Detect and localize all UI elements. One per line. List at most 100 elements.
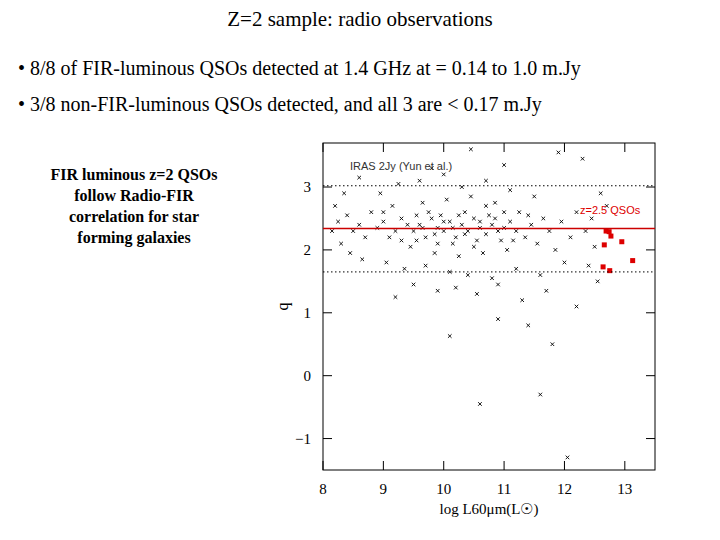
y-tick-label: 0: [304, 368, 312, 384]
iras-point: [388, 236, 392, 240]
iras-point: [514, 267, 518, 271]
iras-point: [584, 229, 588, 233]
iras-point: [484, 204, 488, 208]
x-tick: [383, 461, 384, 470]
iras-point: [496, 317, 500, 321]
plot-frame: [323, 143, 655, 470]
iras-point: [342, 192, 346, 196]
x-tick: [624, 461, 625, 470]
y-label: q: [274, 303, 292, 311]
iras-point: [499, 239, 503, 243]
iras-point: [442, 229, 446, 233]
x-tick-top: [383, 143, 384, 152]
x-tick: [564, 461, 565, 470]
iras-point: [590, 217, 594, 221]
iras-point: [451, 242, 455, 246]
iras-point: [363, 236, 367, 240]
iras-point: [490, 223, 494, 227]
y-tick-right: [646, 375, 655, 376]
title: Z=2 sample: radio observations: [227, 7, 493, 31]
x-tick-label: 12: [557, 481, 572, 497]
y-tick-label: 1: [304, 305, 312, 321]
iras-point: [560, 220, 564, 224]
caption: correlation for star: [69, 208, 199, 225]
reference-line: [323, 228, 655, 229]
y-tick: [323, 438, 332, 439]
qso-point: [607, 229, 612, 234]
iras-point: [469, 195, 473, 199]
x-tick-label: 9: [380, 481, 388, 497]
iras-point: [581, 157, 585, 161]
x-tick-top: [443, 143, 444, 152]
iras-point: [445, 198, 449, 202]
x-tick-top: [624, 143, 625, 152]
iras-point: [599, 192, 603, 196]
iras-point: [391, 204, 395, 208]
iras-point: [418, 223, 422, 227]
iras-point: [457, 214, 461, 218]
iras-point: [382, 210, 386, 214]
iras-point: [406, 223, 410, 227]
iras-point: [505, 248, 509, 252]
x-tick: [323, 461, 324, 470]
x-tick-label: 8: [319, 481, 327, 497]
iras-point: [554, 248, 558, 252]
iras-point: [369, 210, 373, 214]
iras-point: [339, 242, 343, 246]
iras-point: [348, 251, 352, 255]
iras-point: [478, 220, 482, 224]
iras-point: [415, 214, 419, 218]
iras-point: [442, 173, 446, 177]
iras-point: [575, 305, 579, 309]
iras-point: [526, 324, 530, 328]
iras-point: [487, 214, 491, 218]
iras-point: [502, 210, 506, 214]
x-tick-top: [564, 143, 565, 152]
iras-point: [351, 229, 355, 233]
iras-point: [469, 147, 473, 151]
iras-point: [569, 236, 573, 240]
iras-point: [442, 220, 446, 224]
iras-point: [481, 251, 485, 255]
iras-point: [379, 192, 383, 196]
iras-point: [545, 289, 549, 293]
y-tick: [323, 187, 332, 188]
iras-point: [508, 220, 512, 224]
iras-point: [514, 229, 518, 233]
x-tick-label: 10: [436, 481, 451, 497]
iras-point: [493, 217, 497, 221]
iras-point: [587, 264, 591, 268]
iras-point: [496, 229, 500, 233]
iras-point: [457, 254, 461, 258]
iras-point: [484, 179, 488, 183]
iras-point: [397, 182, 401, 186]
iras-point: [596, 280, 600, 284]
iras-point: [412, 229, 416, 233]
qso-point: [619, 239, 624, 244]
y-tick-right: [646, 187, 655, 188]
iras-point: [493, 201, 497, 205]
iras-point: [433, 232, 437, 236]
iras-point: [400, 217, 404, 221]
iras-point: [520, 298, 524, 302]
y-tick-label: −1: [295, 431, 311, 447]
iras-point: [412, 283, 416, 287]
caption: FIR luminous z=2 QSOs: [51, 166, 218, 183]
slide: Z=2 sample: radio observations• 8/8 of F…: [0, 0, 720, 540]
iras-point: [523, 236, 527, 240]
y-tick-right: [646, 312, 655, 313]
iras-point: [418, 179, 422, 183]
iras-point: [511, 239, 515, 243]
iras-point: [542, 217, 546, 221]
qso-point: [630, 258, 635, 263]
iras-point: [394, 295, 398, 299]
iras-point: [539, 393, 543, 397]
x-tick-top: [323, 143, 324, 152]
qso-point: [608, 234, 613, 239]
iras-point: [454, 286, 458, 290]
iras-point: [508, 188, 512, 192]
iras-point: [357, 176, 361, 180]
qso-point: [602, 242, 607, 247]
iras-point: [436, 289, 440, 293]
marks: [323, 147, 655, 459]
